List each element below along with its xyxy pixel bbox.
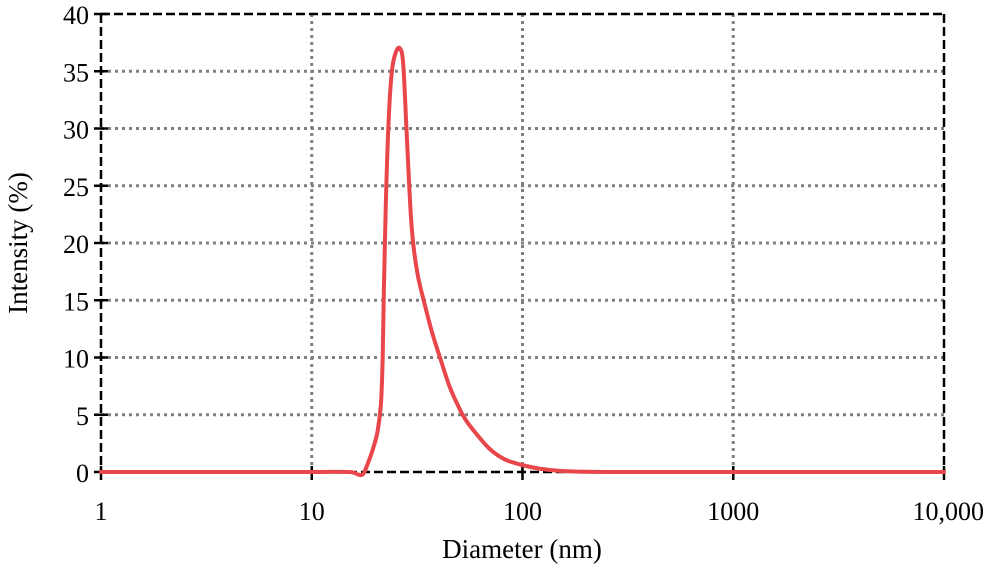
y-tick-label: 15 (63, 287, 89, 316)
y-tick-label: 20 (63, 230, 89, 259)
x-tick-label: 10 (299, 497, 325, 526)
y-axis-title: Intensity (%) (3, 172, 33, 314)
intensity-curve (99, 45, 946, 478)
x-tick-labels: 1 10 100 1000 10,000 (95, 497, 985, 526)
x-axis-title: Diameter (nm) (442, 534, 602, 564)
y-tick-label: 30 (63, 116, 89, 145)
y-tick-label: 35 (63, 58, 89, 87)
y-tick-label: 0 (76, 459, 89, 488)
y-tick-labels: 0 5 10 15 20 25 30 35 40 (63, 1, 89, 488)
x-tick-label: 10,000 (913, 497, 985, 526)
grid-lines (101, 14, 944, 472)
y-tick-label: 5 (76, 402, 89, 431)
y-tick-label: 10 (63, 345, 89, 374)
x-tick-label: 1000 (707, 497, 759, 526)
y-tick-label: 40 (63, 1, 89, 30)
y-tick-label: 25 (63, 173, 89, 202)
x-tick-label: 1 (95, 497, 108, 526)
axis-ticks (94, 12, 946, 480)
x-tick-label: 100 (503, 497, 542, 526)
